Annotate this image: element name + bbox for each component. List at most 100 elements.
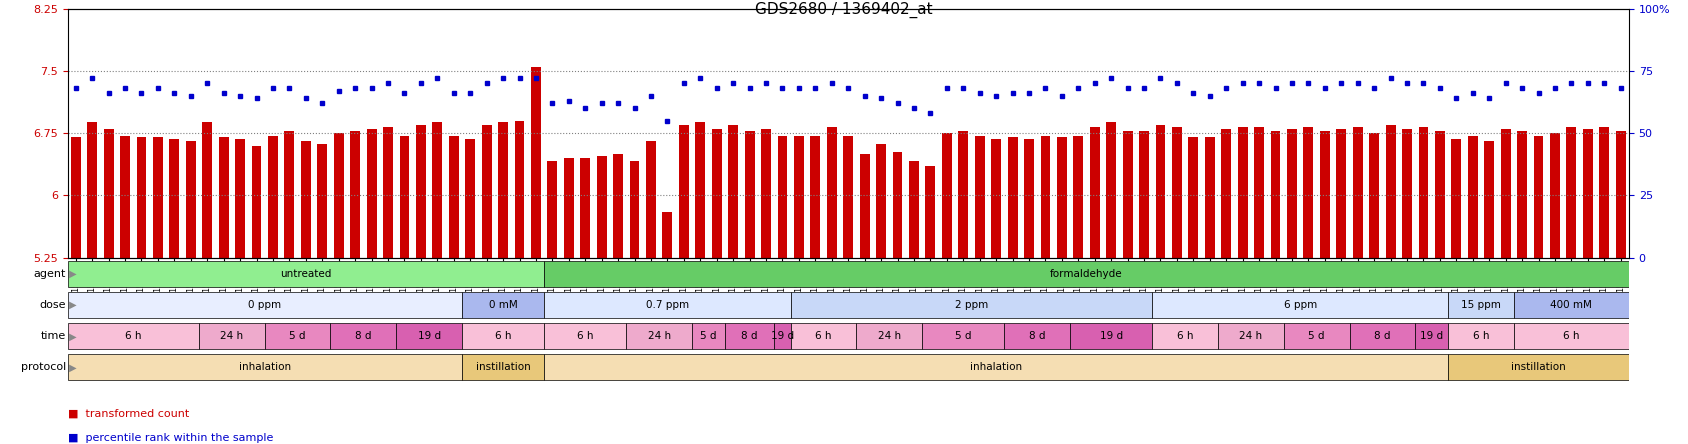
FancyBboxPatch shape [1349,323,1415,349]
Bar [1352,127,1362,258]
Text: 0.7 ppm: 0.7 ppm [647,300,689,310]
Bar [1599,127,1609,258]
Bar [547,161,557,258]
Bar [1337,129,1347,258]
Text: 19 d: 19 d [771,331,793,341]
Text: 24 h: 24 h [878,331,901,341]
Text: 6 h: 6 h [1472,331,1489,341]
FancyBboxPatch shape [790,292,1153,318]
Bar [1237,127,1247,258]
Bar [154,137,162,258]
Bar [1303,127,1313,258]
FancyBboxPatch shape [544,261,1629,287]
Bar [564,158,574,258]
Bar [1271,131,1281,258]
Bar [662,212,672,258]
Text: 5 d: 5 d [955,331,972,341]
FancyBboxPatch shape [463,323,544,349]
Bar [778,136,787,258]
FancyBboxPatch shape [1153,292,1448,318]
FancyBboxPatch shape [1153,323,1219,349]
FancyBboxPatch shape [463,292,544,318]
FancyBboxPatch shape [626,323,692,349]
Bar [466,139,474,258]
Bar [613,154,623,258]
Bar [481,125,491,258]
Bar [598,155,606,258]
Bar [1550,133,1560,258]
Bar [300,142,311,258]
Bar [1435,131,1445,258]
Bar [1566,127,1577,258]
FancyBboxPatch shape [922,323,1004,349]
FancyBboxPatch shape [856,323,922,349]
Bar [252,146,262,258]
Bar [532,67,540,258]
Text: instillation: instillation [476,362,530,373]
Text: ▶: ▶ [66,269,76,279]
Bar [827,127,837,258]
Bar [1452,139,1462,258]
Text: instillation: instillation [1511,362,1566,373]
Text: time: time [41,331,66,341]
FancyBboxPatch shape [1448,354,1629,381]
Bar [169,139,179,258]
FancyBboxPatch shape [331,323,397,349]
Bar [268,136,279,258]
Bar [285,131,294,258]
Text: 6 ppm: 6 ppm [1283,300,1317,310]
Bar [1254,127,1264,258]
FancyBboxPatch shape [544,354,1448,381]
Bar [432,123,442,258]
Text: 19 d: 19 d [417,331,441,341]
Bar [893,152,903,258]
Text: ▶: ▶ [66,300,76,310]
Bar [1106,123,1116,258]
Bar [88,123,98,258]
Text: 19 d: 19 d [1420,331,1443,341]
Bar [876,144,886,258]
FancyBboxPatch shape [265,323,331,349]
Bar [103,129,113,258]
FancyBboxPatch shape [1514,292,1629,318]
Bar [1484,142,1494,258]
Bar [925,166,935,258]
Bar [1286,129,1296,258]
Text: 24 h: 24 h [1239,331,1263,341]
FancyBboxPatch shape [1219,323,1285,349]
Text: untreated: untreated [280,269,331,279]
Bar [581,158,591,258]
Bar [1369,133,1379,258]
Bar [1040,136,1050,258]
Bar [1205,137,1215,258]
FancyBboxPatch shape [1415,323,1448,349]
Bar [203,123,213,258]
Bar [1403,129,1411,258]
Bar [712,129,722,258]
Text: dose: dose [39,300,66,310]
FancyBboxPatch shape [68,354,463,381]
Bar [120,136,130,258]
Bar [1057,137,1067,258]
Bar [959,131,969,258]
Text: ▶: ▶ [66,362,76,373]
Bar [400,136,410,258]
Text: 0 ppm: 0 ppm [248,300,282,310]
Text: 8 d: 8 d [354,331,371,341]
FancyBboxPatch shape [68,292,463,318]
Text: inhalation: inhalation [238,362,290,373]
Text: 15 ppm: 15 ppm [1462,300,1501,310]
Text: GDS2680 / 1369402_at: GDS2680 / 1369402_at [755,2,933,18]
Text: 0 mM: 0 mM [490,300,518,310]
Bar [744,131,755,258]
Bar [1025,139,1035,258]
Bar [1534,136,1543,258]
Text: 24 h: 24 h [648,331,670,341]
FancyBboxPatch shape [68,323,199,349]
Text: 6 h: 6 h [815,331,832,341]
Bar [334,133,344,258]
Bar [415,125,425,258]
Bar [137,137,147,258]
Bar [942,133,952,258]
Bar [974,136,984,258]
